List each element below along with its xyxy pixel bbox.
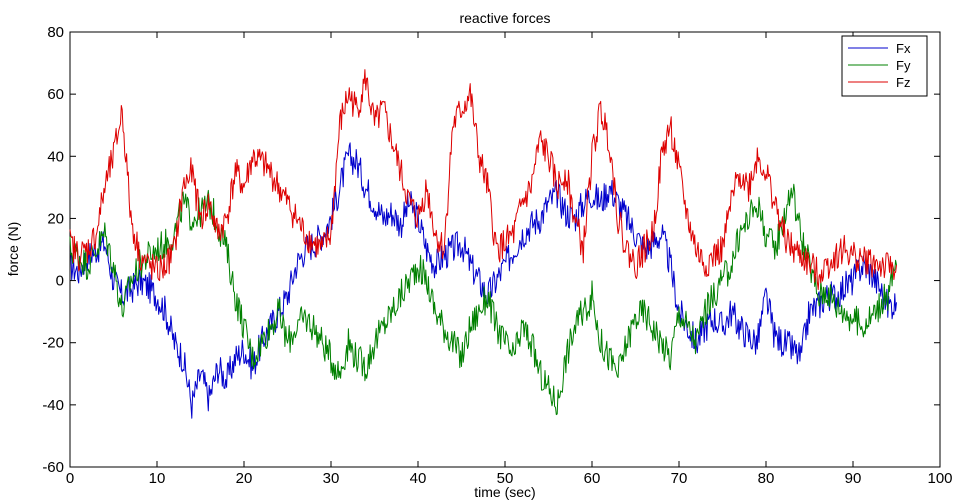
series-line-fy	[69, 183, 897, 416]
series-lines	[69, 69, 897, 419]
y-tick-label: 60	[47, 86, 64, 103]
x-tick-label: 30	[323, 470, 340, 487]
legend-label-fz: Fz	[896, 75, 910, 90]
y-tick-label: -60	[42, 459, 64, 476]
x-tick-label: 10	[149, 470, 166, 487]
y-tick-label: 80	[47, 24, 64, 41]
chart-title: reactive forces	[459, 10, 550, 26]
y-tick-label: -40	[42, 397, 64, 414]
legend-label-fx: Fx	[896, 41, 911, 56]
y-tick-label: -20	[42, 335, 64, 352]
y-tick-label: 0	[56, 273, 64, 290]
x-axis-label: time (sec)	[474, 484, 535, 500]
x-tick-label: 40	[410, 470, 427, 487]
x-tick-label: 90	[845, 470, 862, 487]
y-tick-label: 40	[47, 148, 64, 165]
legend: Fx Fy Fz	[841, 35, 928, 97]
axis-ticks: 0 10 20 30 40 50 60 70 80 90 100 -60 -40 -20 0 20 40 60 80	[42, 24, 952, 487]
x-tick-label: 20	[236, 470, 253, 487]
legend-label-fy: Fy	[896, 58, 911, 73]
x-tick-label: 50	[497, 470, 514, 487]
series-line-fz	[69, 69, 897, 291]
x-tick-label: 100	[927, 470, 952, 487]
y-tick-label: 20	[47, 210, 64, 227]
legend-box	[841, 35, 928, 97]
x-tick-label: 70	[671, 470, 688, 487]
x-tick-label: 60	[584, 470, 601, 487]
x-tick-label: 80	[758, 470, 775, 487]
y-axis-label: force (N)	[5, 222, 21, 276]
x-tick-label: 0	[66, 470, 74, 487]
